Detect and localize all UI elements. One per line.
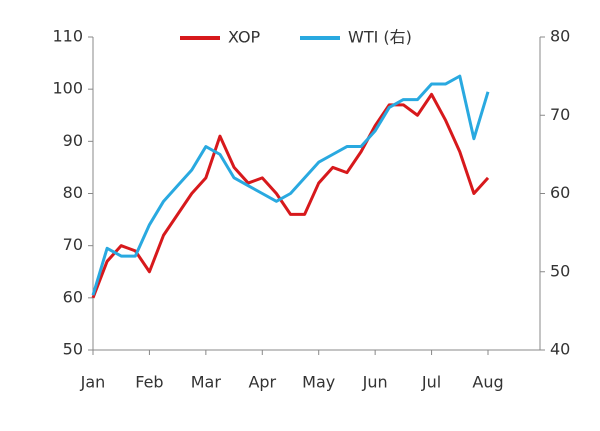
y2-tick-label: 50 (550, 261, 570, 280)
x-tick-label: Jun (362, 373, 388, 392)
series-line (91, 74, 490, 296)
y2-tick-label: 40 (550, 340, 570, 359)
y-tick-label: 60 (63, 287, 83, 306)
legend-label: WTI (右) (348, 28, 412, 47)
series-line (91, 92, 490, 299)
y-tick-label: 50 (63, 340, 83, 359)
y2-tick-label: 80 (550, 27, 570, 46)
x-tick-label: Aug (472, 373, 503, 392)
y2-tick-label: 70 (550, 105, 570, 124)
x-tick-label: Mar (191, 373, 222, 392)
x-tick-label: Jul (421, 373, 441, 392)
y-tick-label: 100 (52, 79, 83, 98)
x-tick-label: Apr (248, 373, 276, 392)
y-tick-label: 80 (63, 183, 83, 202)
y-tick-label: 110 (52, 27, 83, 46)
x-tick-label: Feb (135, 373, 163, 392)
x-tick-label: May (302, 373, 335, 392)
legend-label: XOP (228, 28, 261, 47)
y-tick-label: 90 (63, 131, 83, 150)
x-tick-label: Jan (80, 373, 106, 392)
y2-tick-label: 60 (550, 183, 570, 202)
y-tick-label: 70 (63, 235, 83, 254)
